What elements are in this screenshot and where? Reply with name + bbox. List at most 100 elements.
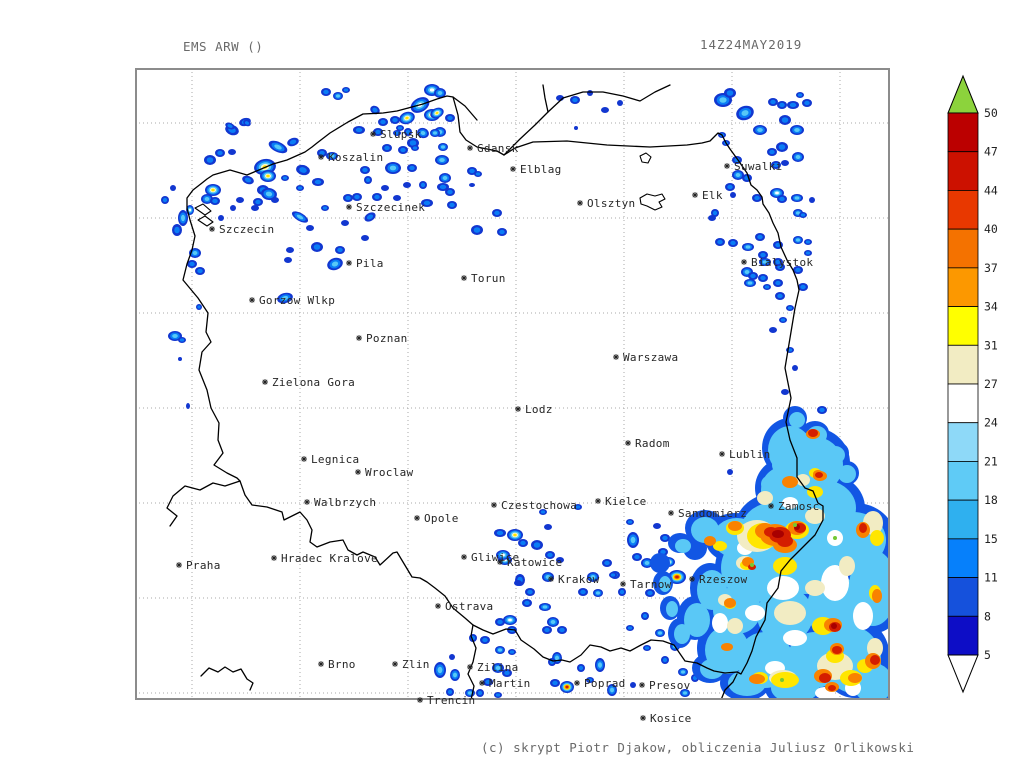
city-star-icon (392, 661, 398, 667)
colorbar-under-arrow (947, 654, 979, 694)
city-star-icon (249, 297, 255, 303)
city-star-icon (414, 515, 420, 521)
city-label-elk: Elk (702, 189, 723, 202)
credit-line: (c) skrypt Piotr Djakow, obliczenia Juli… (481, 740, 915, 755)
city-label-gliwice: Gliwice (471, 551, 519, 564)
city-star-icon (346, 260, 352, 266)
city-label-trencin: Trencin (427, 694, 475, 707)
city-star-icon (461, 275, 467, 281)
city-label-martin: Martin (489, 677, 531, 690)
city-label-rzeszow: Rzeszow (699, 573, 748, 586)
city-star-icon (355, 469, 361, 475)
city-label-sandomierz: Sandomierz (678, 507, 747, 520)
colorbar-tick-label: 27 (984, 377, 998, 391)
radar-storm-complex (650, 406, 890, 700)
colorbar-segment (947, 228, 979, 269)
city-label-lublin: Lublin (729, 448, 771, 461)
city-star-icon (620, 581, 626, 587)
city-label-pila: Pila (356, 257, 384, 270)
colorbar-tick-label: 24 (984, 416, 998, 430)
city-label-lodz: Lodz (525, 403, 553, 416)
colorbar-tick-label: 8 (984, 609, 991, 623)
city-star-icon (346, 204, 352, 210)
city-star-icon (692, 192, 698, 198)
colorbar-tick-label: 18 (984, 493, 998, 507)
colorbar-segment (947, 461, 979, 501)
city-label-gdansk: Gdansk (477, 142, 519, 155)
city-star-icon (724, 163, 730, 169)
city-label-tarnow: Tarnow (630, 578, 672, 591)
city-label-brno: Brno (328, 658, 356, 671)
city-label-hradec-kralove: Hradec Kralove (281, 552, 378, 565)
city-star-icon (668, 510, 674, 516)
hel_spit-border (452, 96, 478, 121)
city-star-icon (497, 559, 503, 565)
colorbar-segment (947, 151, 979, 191)
colorbar-tick-label: 15 (984, 532, 998, 546)
colorbar-segment (947, 190, 979, 230)
city-label-olsztyn: Olsztyn (587, 197, 635, 210)
city-label-ostrava: Ostrava (445, 600, 493, 613)
city-star-icon (689, 576, 695, 582)
colorbar-segment (947, 615, 979, 656)
city-label-wroclaw: Wroclaw (365, 466, 414, 479)
city-label-czestochowa: Czestochowa (501, 499, 577, 512)
city-star-icon (467, 664, 473, 670)
city-label-katowice: Katowice (507, 556, 562, 569)
city-label-warszawa: Warszawa (623, 351, 678, 364)
city-star-icon (435, 603, 441, 609)
city-label-radom: Radom (635, 437, 670, 450)
colorbar-segment (947, 538, 979, 578)
city-label-presov: Presov (649, 679, 691, 692)
colorbar-segment (947, 344, 979, 385)
country-borders (166, 84, 824, 700)
city-label-suwalki: Suwalki (734, 160, 782, 173)
city-label-kielce: Kielce (605, 495, 647, 508)
city-label-szczecinek: Szczecinek (356, 201, 425, 214)
city-star-icon (491, 502, 497, 508)
sambia_coast-border (542, 84, 671, 113)
city-label-praha: Praha (186, 559, 221, 572)
valid-time: 14Z24MAY2019 (700, 37, 803, 52)
model-name: EMS ARW () (183, 39, 264, 54)
city-star-icon (262, 379, 268, 385)
colorbar-segment (947, 383, 979, 424)
city-label-bialystok: Bialystok (751, 256, 813, 269)
poland-border (182, 95, 824, 675)
city-star-icon (176, 562, 182, 568)
city-label-opole: Opole (424, 512, 459, 525)
colorbar-tick-label: 47 (984, 145, 998, 159)
reflectivity-colorbar: 50 47 44 40 37 34 31 27 24 21 18 15 11 8 5 (947, 74, 998, 694)
colorbar-over-arrow (947, 74, 979, 114)
colorbar-tick-label: 21 (984, 454, 998, 468)
city-label-gorzow-wlkp: Gorzow Wlkp (259, 294, 335, 307)
city-star-icon (417, 697, 423, 703)
colorbar-tick-label: 11 (984, 571, 998, 585)
city-label-elblag: Elblag (520, 163, 562, 176)
city-star-icon (304, 499, 310, 505)
colorbar-segment (947, 112, 979, 153)
city-star-icon (209, 226, 215, 232)
city-label-koszalin: Koszalin (328, 151, 383, 164)
lake-outline (639, 152, 652, 164)
city-label-poznan: Poznan (366, 332, 408, 345)
colorbar-tick-label: 5 (984, 648, 991, 662)
vistula_spit-border (503, 111, 549, 156)
lake-outline (197, 215, 214, 227)
colorbar-tick-label: 40 (984, 222, 998, 236)
city-label-zlin: Zlin (402, 658, 430, 671)
city-star-icon (577, 200, 583, 206)
map-frame (135, 68, 890, 700)
city-star-icon (574, 680, 580, 686)
city-star-icon (461, 554, 467, 560)
city-star-icon (510, 166, 516, 172)
city-star-icon (625, 440, 631, 446)
colorbar-segment (947, 267, 979, 307)
colorbar-tick-label: 34 (984, 300, 998, 314)
city-star-icon (356, 335, 362, 341)
colorbar-tick-label: 44 (984, 183, 998, 197)
colorbar-segment (947, 577, 979, 617)
slovak_ukraine-border (720, 673, 738, 700)
